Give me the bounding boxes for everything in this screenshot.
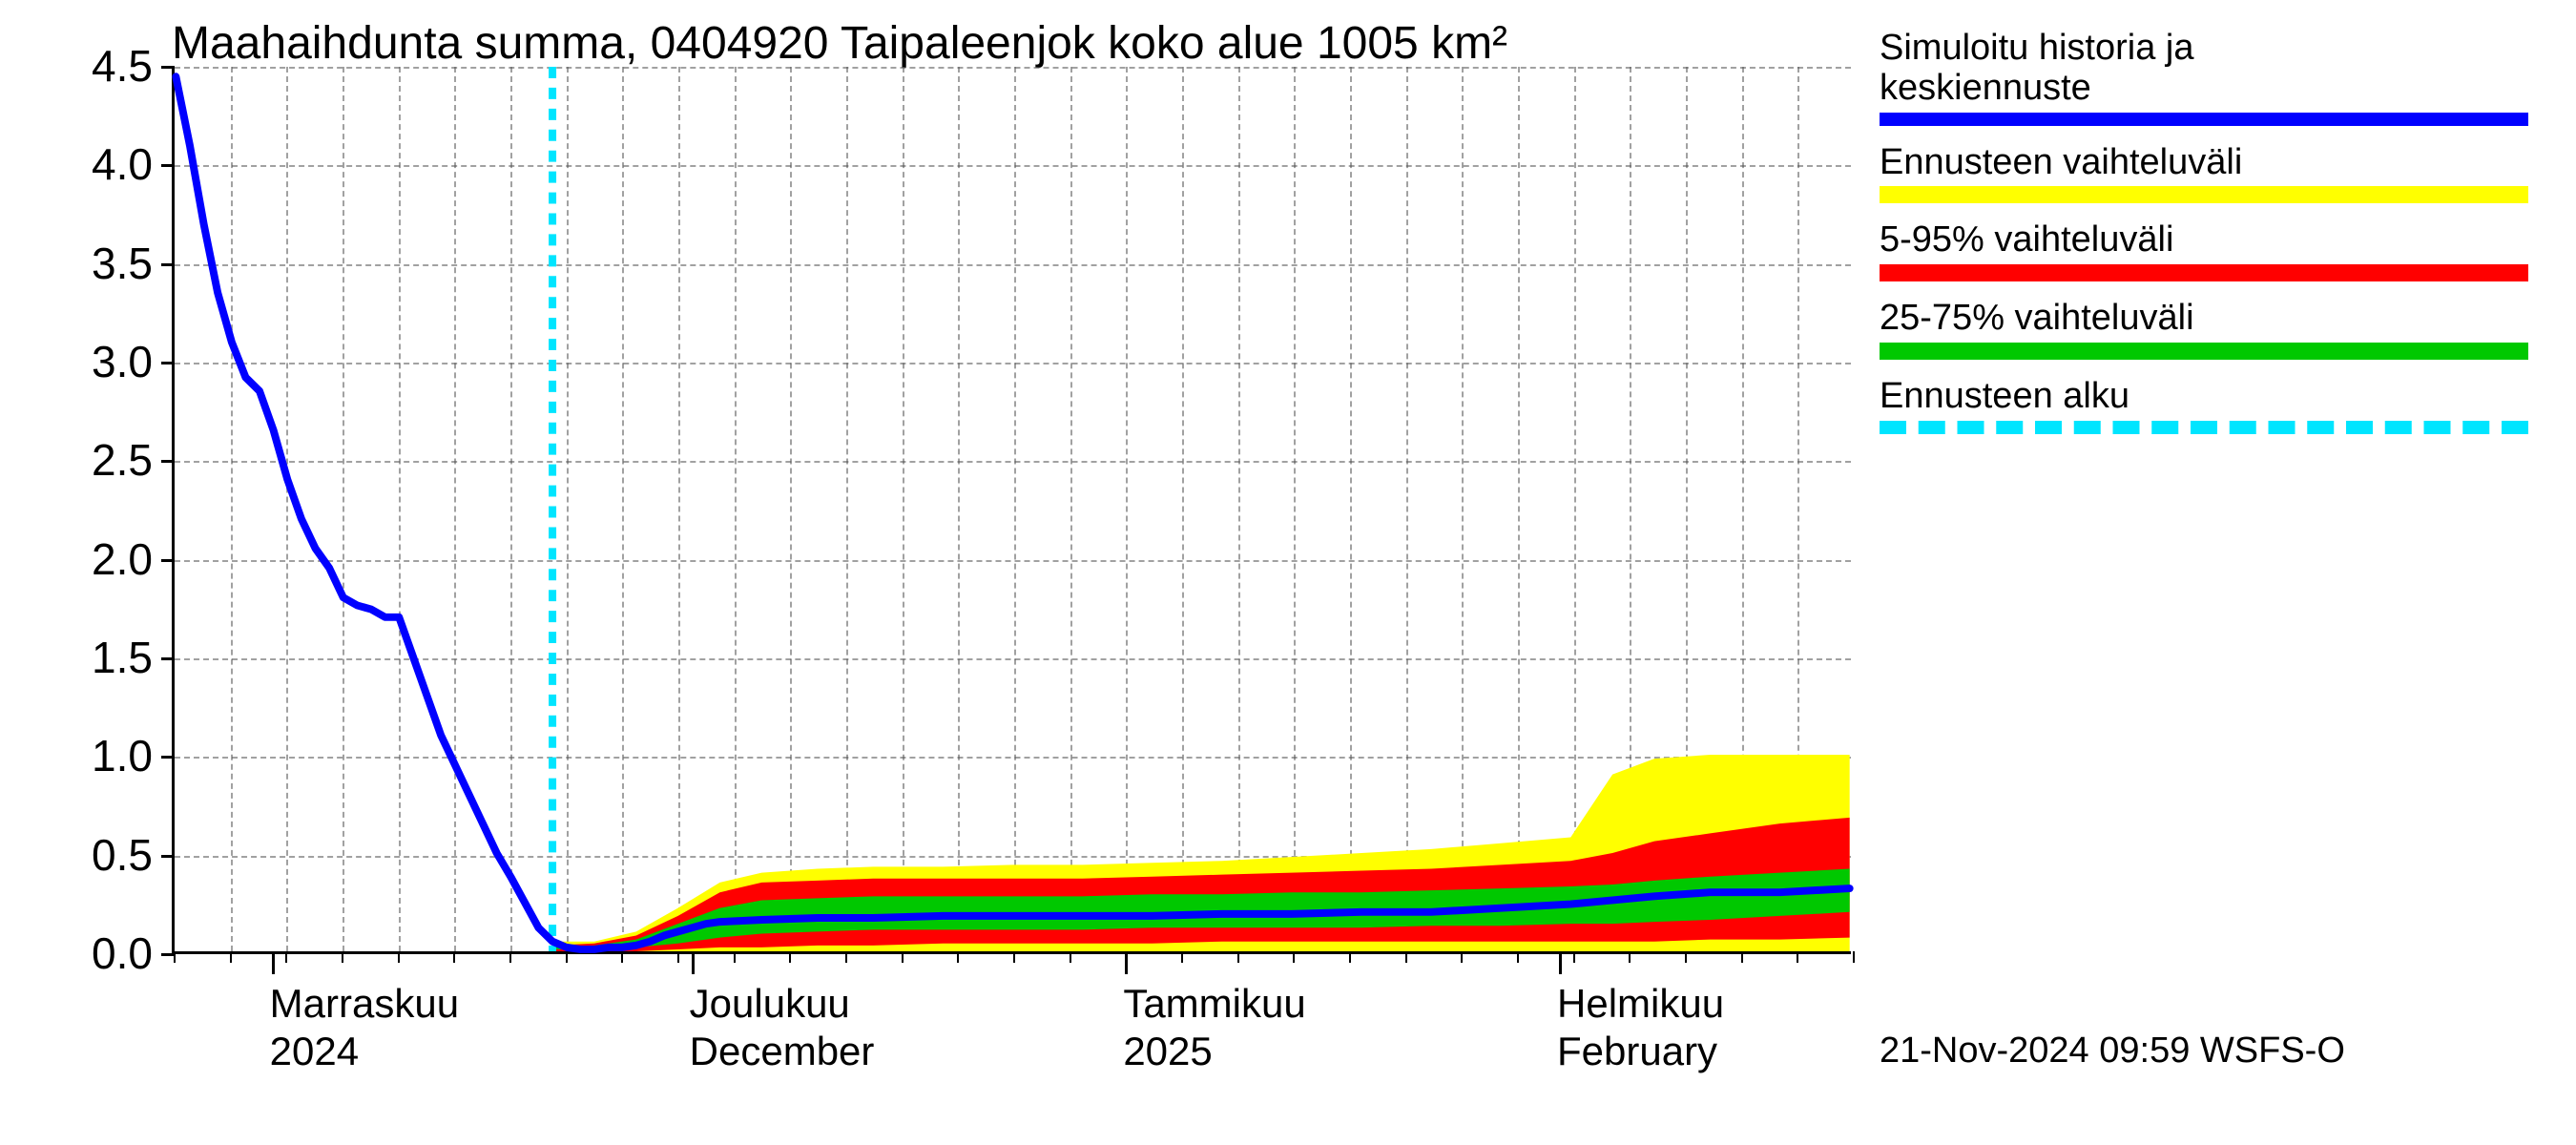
- x-tick-minor: [1685, 951, 1687, 963]
- x-tick-minor: [1573, 951, 1575, 963]
- x-tick-label-line1: Marraskuu: [270, 981, 459, 1027]
- x-tick-minor: [1741, 951, 1743, 963]
- x-tick-label-line1: Joulukuu: [690, 981, 850, 1027]
- x-tick-label-line1: Helmikuu: [1557, 981, 1724, 1027]
- x-tick-minor: [1237, 951, 1239, 963]
- x-tick-minor: [734, 951, 736, 963]
- x-tick-minor: [509, 951, 511, 963]
- y-tick-label: 0.5: [67, 829, 153, 881]
- legend-item: 5-95% vaihteluväli: [1880, 220, 2547, 281]
- x-tick-minor: [845, 951, 847, 963]
- y-tick: [161, 460, 175, 463]
- legend-label: 25-75% vaihteluväli: [1880, 299, 2547, 339]
- x-tick-minor: [1517, 951, 1519, 963]
- x-tick-minor: [230, 951, 232, 963]
- legend-swatch: [1880, 343, 2528, 360]
- x-tick-minor: [1405, 951, 1407, 963]
- plot-svg: [175, 67, 1851, 951]
- legend-swatch: [1880, 113, 2528, 126]
- x-tick-minor: [902, 951, 904, 963]
- y-tick: [161, 657, 175, 660]
- y-tick: [161, 164, 175, 167]
- legend-item: 25-75% vaihteluväli: [1880, 299, 2547, 360]
- y-tick-label: 2.0: [67, 533, 153, 585]
- legend-label: Simuloitu historia jakeskiennuste: [1880, 29, 2547, 109]
- y-tick: [161, 756, 175, 759]
- legend-label: 5-95% vaihteluväli: [1880, 220, 2547, 260]
- legend-item: Ennusteen alku: [1880, 377, 2547, 434]
- x-tick-major: [1559, 951, 1562, 974]
- legend-label: Ennusteen vaihteluväli: [1880, 143, 2547, 183]
- x-tick-minor: [1797, 951, 1798, 963]
- x-tick-minor: [1853, 951, 1855, 963]
- x-tick-major: [272, 951, 275, 974]
- y-tick-label: 1.0: [67, 730, 153, 781]
- x-tick-minor: [1629, 951, 1631, 963]
- y-tick: [161, 855, 175, 858]
- x-tick-label-line2: 2024: [270, 1029, 359, 1074]
- x-tick-minor: [621, 951, 623, 963]
- x-tick-minor: [1293, 951, 1295, 963]
- y-tick-label: 1.5: [67, 632, 153, 683]
- y-tick-label: 3.0: [67, 336, 153, 387]
- y-tick: [161, 362, 175, 364]
- x-tick-minor: [342, 951, 343, 963]
- y-tick-label: 2.5: [67, 434, 153, 486]
- x-tick-minor: [174, 951, 176, 963]
- chart-container: Maahaihdunta summa, 0404920 Taipaleenjok…: [0, 0, 2576, 1145]
- x-tick-minor: [453, 951, 455, 963]
- x-tick-major: [692, 951, 695, 974]
- x-tick-minor: [566, 951, 568, 963]
- legend: Simuloitu historia jakeskiennuste Ennuste…: [1880, 29, 2547, 451]
- x-tick-minor: [1349, 951, 1351, 963]
- y-tick-label: 4.5: [67, 40, 153, 92]
- plot-area: [172, 67, 1851, 954]
- y-tick: [161, 559, 175, 562]
- y-tick: [161, 66, 175, 69]
- x-tick-minor: [789, 951, 791, 963]
- x-tick-major: [1125, 951, 1128, 974]
- x-tick-minor: [1181, 951, 1183, 963]
- y-tick: [161, 263, 175, 266]
- y-tick: [161, 953, 175, 956]
- x-tick-minor: [285, 951, 287, 963]
- x-tick-minor: [677, 951, 679, 963]
- legend-swatch: [1880, 421, 2528, 434]
- x-tick-minor: [398, 951, 400, 963]
- legend-swatch: [1880, 264, 2528, 281]
- y-tick-label: 0.0: [67, 927, 153, 979]
- legend-label: Ennusteen alku: [1880, 377, 2547, 417]
- y-tick-label: 3.5: [67, 238, 153, 289]
- x-tick-label-line2: December: [690, 1029, 875, 1074]
- chart-title: Maahaihdunta summa, 0404920 Taipaleenjok…: [172, 17, 1507, 70]
- legend-item: Simuloitu historia jakeskiennuste: [1880, 29, 2547, 126]
- x-tick-label-line2: February: [1557, 1029, 1717, 1074]
- timestamp: 21-Nov-2024 09:59 WSFS-O: [1880, 1030, 2345, 1072]
- legend-item: Ennusteen vaihteluväli: [1880, 143, 2547, 204]
- x-tick-minor: [957, 951, 959, 963]
- x-tick-label-line1: Tammikuu: [1123, 981, 1305, 1027]
- x-tick-label-line2: 2025: [1123, 1029, 1212, 1074]
- y-tick-label: 4.0: [67, 138, 153, 190]
- x-tick-minor: [1070, 951, 1071, 963]
- legend-swatch: [1880, 186, 2528, 203]
- x-tick-minor: [1013, 951, 1015, 963]
- x-tick-minor: [1461, 951, 1463, 963]
